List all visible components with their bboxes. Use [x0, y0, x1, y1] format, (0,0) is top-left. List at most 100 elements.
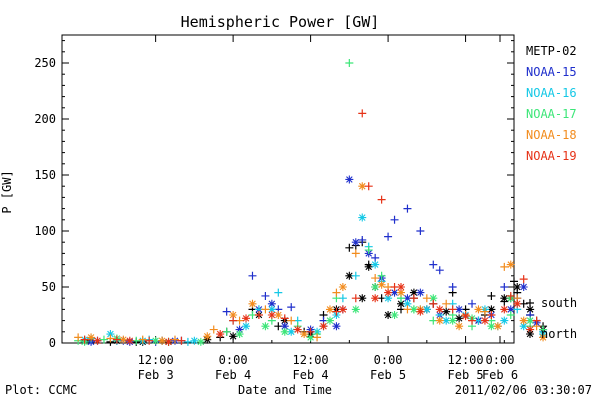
data-point-south	[409, 294, 418, 303]
data-point-south	[403, 305, 412, 314]
x-tick-date: Feb 4	[215, 368, 251, 382]
y-tick-label: 0	[49, 336, 56, 350]
legend-entry: NOAA-18	[526, 128, 577, 142]
data-point-north	[487, 322, 496, 331]
data-point-south	[177, 336, 186, 345]
x-tick-time: 12:00	[448, 353, 484, 367]
data-point-north	[106, 330, 115, 339]
data-point-south	[429, 299, 438, 308]
data-point-north	[274, 311, 283, 319]
x-axis-label: Date and Time	[238, 383, 332, 397]
data-point-north	[151, 336, 160, 345]
data-point-north	[384, 294, 393, 303]
legend-marker-north	[526, 330, 534, 338]
data-point-north	[377, 280, 386, 289]
data-point-north	[229, 311, 238, 319]
data-point-south	[345, 59, 354, 67]
data-point-south	[313, 333, 322, 342]
data-point-south	[99, 335, 108, 344]
data-point-south	[280, 314, 289, 323]
data-point-north	[455, 322, 464, 331]
data-point-north	[345, 175, 354, 184]
y-tick-label: 50	[42, 280, 56, 294]
data-point-north	[364, 262, 373, 271]
data-point-north	[280, 322, 289, 331]
footer-right: 2011/02/06 03:30:07	[455, 383, 592, 397]
data-point-north	[319, 322, 328, 331]
data-point-south	[112, 335, 121, 344]
y-tick-label: 100	[34, 224, 56, 238]
data-point-south	[429, 260, 438, 269]
data-point-south	[468, 316, 477, 325]
data-point-north	[526, 316, 535, 325]
data-point-south	[377, 195, 386, 204]
data-point-south	[261, 305, 270, 314]
data-point-south	[416, 227, 425, 235]
data-point-north	[384, 288, 393, 297]
data-point-north	[455, 314, 464, 323]
data-point-south	[506, 291, 515, 300]
data-point-north	[371, 283, 380, 291]
data-point-south	[287, 316, 296, 325]
data-point-north	[371, 294, 380, 303]
data-point-south	[209, 325, 218, 334]
data-point-north	[351, 305, 360, 314]
legend-entry: NOAA-15	[526, 65, 577, 79]
data-point-south	[519, 275, 528, 284]
data-point-north	[519, 316, 528, 325]
data-point-north	[358, 213, 367, 222]
data-point-north	[164, 337, 173, 346]
data-point-south	[506, 311, 515, 319]
data-point-north	[519, 322, 528, 331]
data-point-north	[351, 238, 360, 247]
data-point-south	[332, 307, 341, 316]
data-point-north	[442, 316, 451, 325]
data-point-north	[487, 305, 496, 314]
y-tick-label: 250	[34, 56, 56, 70]
data-point-north	[280, 327, 289, 336]
x-tick-date: Feb 6	[482, 368, 518, 382]
data-point-south	[183, 337, 192, 346]
data-point-north	[513, 283, 522, 291]
data-point-south	[287, 303, 296, 312]
data-point-north	[325, 305, 334, 314]
legend-entry: METP-02	[526, 44, 577, 58]
data-point-south	[422, 294, 431, 303]
y-tick-label: 200	[34, 112, 56, 126]
data-point-south	[145, 336, 154, 345]
data-point-north	[519, 283, 528, 291]
x-tick-time: 12:00	[138, 353, 174, 367]
data-point-north	[500, 316, 509, 325]
data-point-north	[435, 305, 444, 314]
data-point-north	[513, 299, 522, 308]
x-tick-time: 0:00	[374, 353, 403, 367]
data-point-north	[338, 283, 347, 291]
data-point-north	[403, 299, 412, 308]
data-point-north	[306, 333, 315, 342]
data-point-north	[455, 305, 464, 314]
data-point-north	[480, 316, 489, 325]
x-tick-date: Feb 5	[448, 368, 484, 382]
data-point-north	[371, 260, 380, 269]
data-point-south	[171, 335, 179, 344]
data-point-south	[468, 299, 477, 308]
data-point-south	[487, 291, 496, 300]
data-point-north	[235, 325, 244, 334]
data-point-north	[409, 305, 418, 314]
data-point-north	[248, 299, 257, 308]
data-point-north	[429, 294, 438, 303]
x-tick-date: Feb 5	[370, 368, 406, 382]
data-point-north	[448, 316, 457, 325]
data-point-south	[254, 311, 263, 319]
data-point-south	[222, 327, 231, 336]
data-point-north	[203, 332, 212, 341]
data-point-north	[500, 294, 509, 303]
data-point-north	[93, 336, 102, 345]
data-point-south	[448, 283, 457, 291]
y-tick-label: 150	[34, 168, 56, 182]
data-point-north	[332, 322, 341, 331]
data-point-south	[435, 266, 444, 275]
data-point-north	[539, 333, 548, 342]
